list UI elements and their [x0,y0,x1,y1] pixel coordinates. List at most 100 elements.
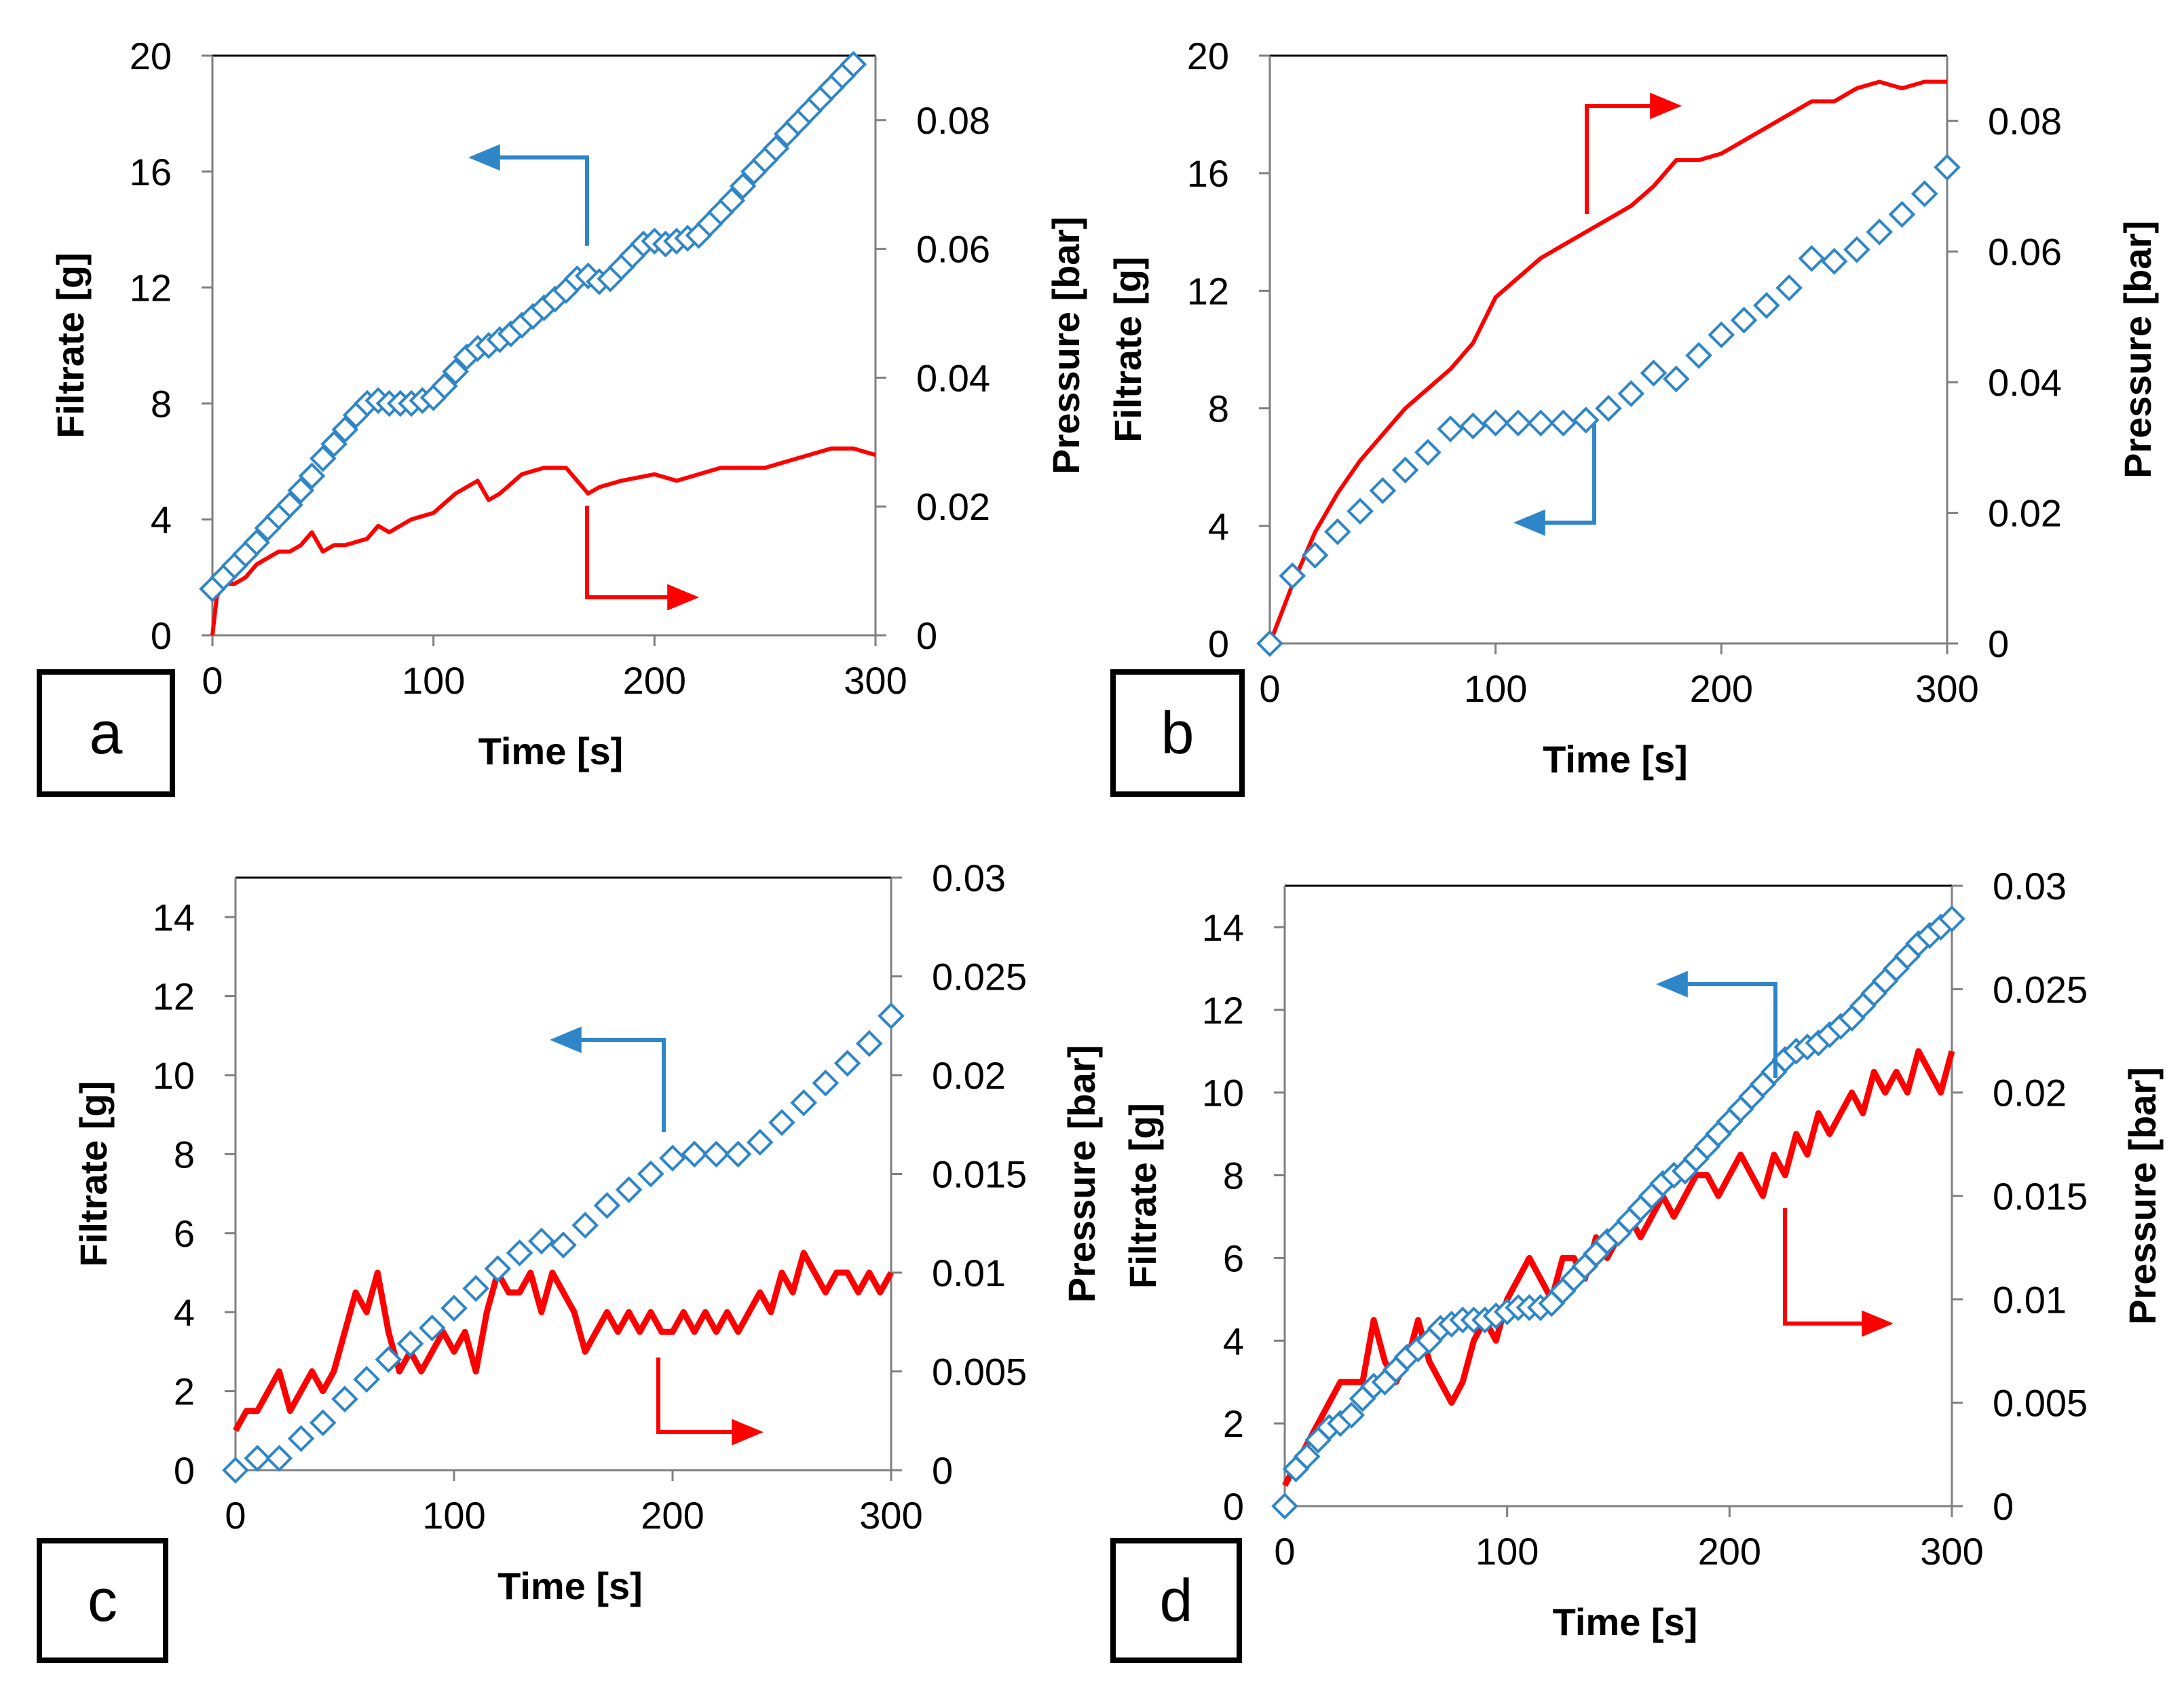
left-y-tick-label: 0 [174,1449,195,1492]
filtrate-point [440,1294,468,1322]
left-y-tick-label: 12 [1187,269,1229,312]
filtrate-point [418,1314,446,1342]
filtrate-arrow-head [1513,509,1545,536]
x-tick-label: 300 [1915,667,1978,710]
x-tick-label: 200 [641,1494,704,1537]
pressure-series-line [1282,1048,1955,1487]
filtrate-point [1798,244,1826,272]
left-y-tick-label: 8 [1223,1155,1244,1197]
panel-label-box [1110,1538,1242,1663]
panel-label: d [1160,1567,1193,1634]
left-y-axis-label: Filtrate [g] [49,252,92,438]
pressure-series-line [210,446,876,636]
x-axis-label: Time [s] [478,730,624,772]
right-y-tick-label: 0.08 [916,99,990,142]
filtrate-point [527,1227,555,1255]
filtrate-point [276,491,303,519]
left-y-tick-label: 0 [1208,622,1229,665]
filtrate-point [1414,438,1442,466]
filtrate-point [1843,236,1870,263]
filtrate-point [762,134,790,162]
filtrate-point [309,445,337,472]
filtrate-point [571,1212,599,1239]
right-y-axis-label: Pressure [bar] [2116,221,2159,479]
filtrate-point [331,416,359,443]
x-tick-label: 200 [1690,667,1753,710]
filtrate-point [1505,409,1532,437]
panel-label: b [1161,699,1194,766]
right-y-tick-label: 0 [1993,1485,2014,1528]
filtrate-point [506,1239,533,1267]
filtrate-point [593,1192,621,1219]
filtrate-point [1820,248,1848,275]
filtrate-point [1595,394,1622,422]
right-y-tick-label: 0.015 [932,1153,1027,1196]
filtrate-point [878,1002,905,1030]
left-y-tick-label: 0 [151,614,172,657]
filtrate-point [431,372,458,400]
right-y-axis-label: Pressure [bar] [1060,1045,1103,1303]
filtrate-point [1527,409,1555,437]
pressure-arrow-head [667,584,699,611]
filtrate-point [1934,153,1961,181]
filtrate-arrow-head [1656,971,1688,998]
filtrate-point [550,1231,577,1259]
left-y-tick-label: 2 [1223,1402,1244,1445]
filtrate-point [1572,407,1600,434]
right-y-tick-label: 0 [1988,622,2009,665]
filtrate-point [331,1385,358,1413]
right-y-tick-label: 0.01 [932,1252,1006,1294]
right-y-tick-label: 0.04 [916,356,990,399]
panel-label-box [37,669,175,797]
filtrate-point [790,1089,818,1117]
filtrate-point [681,1140,709,1168]
right-y-tick-label: 0.015 [1993,1175,2088,1218]
left-y-tick-label: 2 [174,1370,195,1413]
right-y-tick-label: 0.025 [1993,968,2088,1011]
filtrate-point [375,1346,402,1373]
filtrate-arrow-line [1676,982,1777,1078]
left-y-tick-label: 8 [1208,388,1229,430]
filtrate-point [309,1409,337,1436]
filtrate-point [1662,365,1690,393]
right-y-tick-label: 0.02 [1993,1072,2067,1114]
filtrate-point [812,1069,840,1097]
filtrate-arrow-line [1534,424,1596,525]
filtrate-point [442,358,470,386]
panel-d: 0 100 200 3000246810121400.0050.010.0150.02… [1110,865,2164,1663]
pressure-arrow-head [1650,92,1682,119]
left-y-tick-label: 4 [1208,505,1229,548]
filtrate-point [724,1140,752,1168]
filtrate-point [1685,341,1712,369]
filtrate-point [1323,518,1351,546]
filtrate-point [265,1444,293,1472]
left-y-tick-label: 8 [174,1133,195,1176]
filtrate-arrow-head [550,1026,582,1053]
x-tick-label: 100 [1464,667,1527,710]
filtrate-point [320,430,347,458]
filtrate-point [1753,292,1780,319]
filtrate-point [287,476,315,504]
x-tick-label: 300 [859,1494,922,1537]
left-y-tick-label: 4 [1223,1319,1244,1362]
panel-label: a [90,699,123,766]
right-y-tick-label: 0.005 [1993,1382,2088,1425]
panel-b: 0 100 200 30004812162000.020.040.060.08Time… [1106,35,2159,797]
x-tick-label: 100 [402,659,465,702]
left-y-tick-label: 10 [1202,1072,1244,1114]
filtrate-point [1301,542,1329,569]
pressure-arrow-line [1783,1208,1873,1326]
filtrate-point [462,1275,490,1303]
pressure-series-line [1268,79,1947,645]
x-tick-label: 0 [1259,667,1280,710]
left-y-axis-label: Filtrate [g] [1106,257,1149,443]
filtrate-point [1459,412,1487,440]
x-axis-label: Time [s] [1543,738,1688,781]
filtrate-point [396,1330,424,1357]
pressure-arrow-head [1862,1310,1894,1337]
filtrate-point [840,50,867,78]
filtrate-point [243,529,270,557]
pressure-series-line [233,1250,894,1432]
right-y-tick-label: 0.03 [932,857,1006,899]
